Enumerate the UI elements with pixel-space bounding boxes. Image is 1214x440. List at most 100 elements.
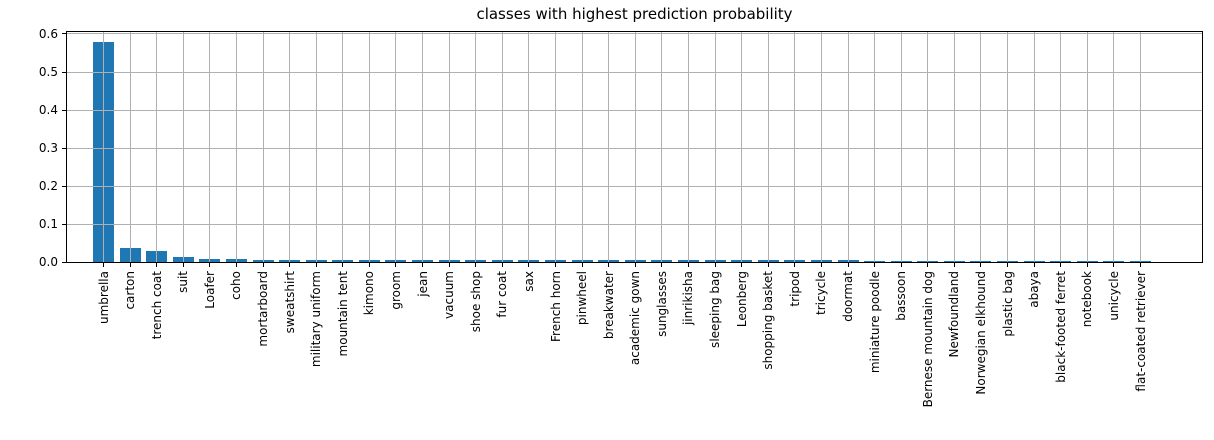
x-tick-label: breakwater (601, 271, 616, 340)
x-tick-mark (581, 263, 583, 267)
gridline-vertical (262, 32, 264, 262)
gridline-vertical (422, 32, 424, 262)
y-tick-label: 0.1 (38, 217, 58, 231)
x-tick-label: mortarboard (256, 271, 271, 347)
chart-title: classes with highest prediction probabil… (476, 5, 793, 23)
x-axis-ticks (67, 263, 1202, 268)
x-tick-label: mountain tent (335, 271, 350, 357)
x-tick-label: Bernese mountain dog (920, 271, 935, 408)
gridline-vertical (634, 32, 636, 262)
gridline-vertical (581, 32, 583, 262)
x-tick-label: Leonberg (734, 271, 749, 328)
gridline-vertical (1060, 32, 1062, 262)
x-tick-label: shoe shop (468, 271, 483, 333)
x-tick-label: sleeping bag (708, 271, 723, 348)
gridline-horizontal (67, 185, 1202, 187)
gridline-horizontal (67, 109, 1202, 111)
y-tick-label: 0.3 (38, 141, 58, 155)
gridline-vertical (741, 32, 743, 262)
gridline-vertical (315, 32, 317, 262)
x-tick-mark (1086, 263, 1088, 267)
x-tick-label: sweatshirt (282, 271, 297, 334)
x-tick-label: carton (123, 271, 138, 310)
x-tick-mark (289, 263, 291, 267)
x-tick-label: Newfoundland (947, 271, 962, 358)
x-tick-mark (395, 263, 397, 267)
gridline-vertical (1086, 32, 1088, 262)
gridline-horizontal (67, 223, 1202, 225)
gridline-vertical (103, 32, 104, 262)
gridline-vertical (342, 32, 344, 262)
gridline-vertical (289, 32, 291, 262)
x-tick-mark (235, 263, 237, 267)
gridline-vertical (555, 32, 557, 262)
x-tick-mark (927, 263, 929, 267)
gridline-vertical (1007, 32, 1009, 262)
gridline-horizontal (67, 147, 1202, 149)
x-tick-mark (448, 263, 450, 267)
y-tick-label: 0.6 (38, 27, 58, 41)
x-tick-mark (129, 263, 131, 267)
x-tick-label: trench coat (149, 271, 164, 340)
y-axis-labels: 0.0 0.1 0.2 0.3 0.4 0.5 0.6 (20, 27, 58, 269)
gridline-vertical (501, 32, 503, 262)
y-tick-mark (62, 33, 66, 35)
x-tick-mark (714, 263, 716, 267)
x-tick-label: unicycle (1106, 271, 1121, 321)
gridline-vertical (874, 32, 876, 262)
gridline-vertical (1140, 32, 1141, 262)
gridline-vertical (847, 32, 849, 262)
x-tick-label: black-footed ferret (1053, 271, 1068, 383)
y-tick-mark (62, 223, 66, 225)
x-tick-mark (1007, 263, 1009, 267)
x-tick-mark (1033, 263, 1035, 267)
x-tick-label: vacuum (442, 271, 457, 319)
x-tick-mark (475, 263, 477, 267)
x-tick-mark (501, 263, 503, 267)
x-tick-label: umbrella (96, 271, 111, 324)
x-tick-label: bassoon (894, 271, 909, 321)
x-tick-label: jean (415, 271, 430, 297)
x-tick-label: kimono (362, 271, 377, 316)
x-tick-mark (209, 263, 211, 267)
gridline-vertical (687, 32, 689, 262)
x-tick-label: Norwegian elkhound (973, 271, 988, 395)
x-tick-mark (794, 263, 796, 267)
x-tick-label: abaya (1027, 271, 1042, 308)
gridline-vertical (953, 32, 955, 262)
gridline-vertical (714, 32, 716, 262)
x-tick-mark (342, 263, 344, 267)
x-tick-label: sax (521, 271, 536, 292)
gridline-horizontal (67, 71, 1202, 73)
gridline-horizontal (67, 33, 1202, 35)
gridline-vertical (475, 32, 477, 262)
x-tick-mark (1060, 263, 1062, 267)
x-tick-mark (953, 263, 955, 267)
gridline-vertical (368, 32, 370, 262)
y-tick-mark (62, 109, 66, 111)
x-tick-label: tricycle (814, 271, 829, 315)
x-tick-label: academic gown (628, 271, 643, 366)
x-tick-mark (528, 263, 530, 267)
y-tick-mark (62, 147, 66, 149)
x-tick-mark (368, 263, 370, 267)
gridline-vertical (129, 32, 131, 262)
x-tick-label: miniature poodle (867, 271, 882, 374)
x-tick-mark (741, 263, 743, 267)
y-tick-label: 0.2 (38, 179, 58, 193)
x-tick-mark (422, 263, 424, 267)
gridline-vertical (156, 32, 158, 262)
x-tick-label: military uniform (309, 271, 324, 368)
gridline-vertical (794, 32, 796, 262)
gridline-vertical (900, 32, 902, 262)
x-tick-mark (156, 263, 158, 267)
gridline-vertical (182, 32, 184, 262)
x-tick-label: doormat (841, 271, 856, 322)
x-tick-label: groom (388, 271, 403, 310)
x-tick-mark (103, 263, 104, 267)
y-tick-label: 0.4 (38, 103, 58, 117)
x-tick-mark (820, 263, 822, 267)
gridline-vertical (820, 32, 822, 262)
y-tick-label: 0.0 (38, 255, 58, 269)
